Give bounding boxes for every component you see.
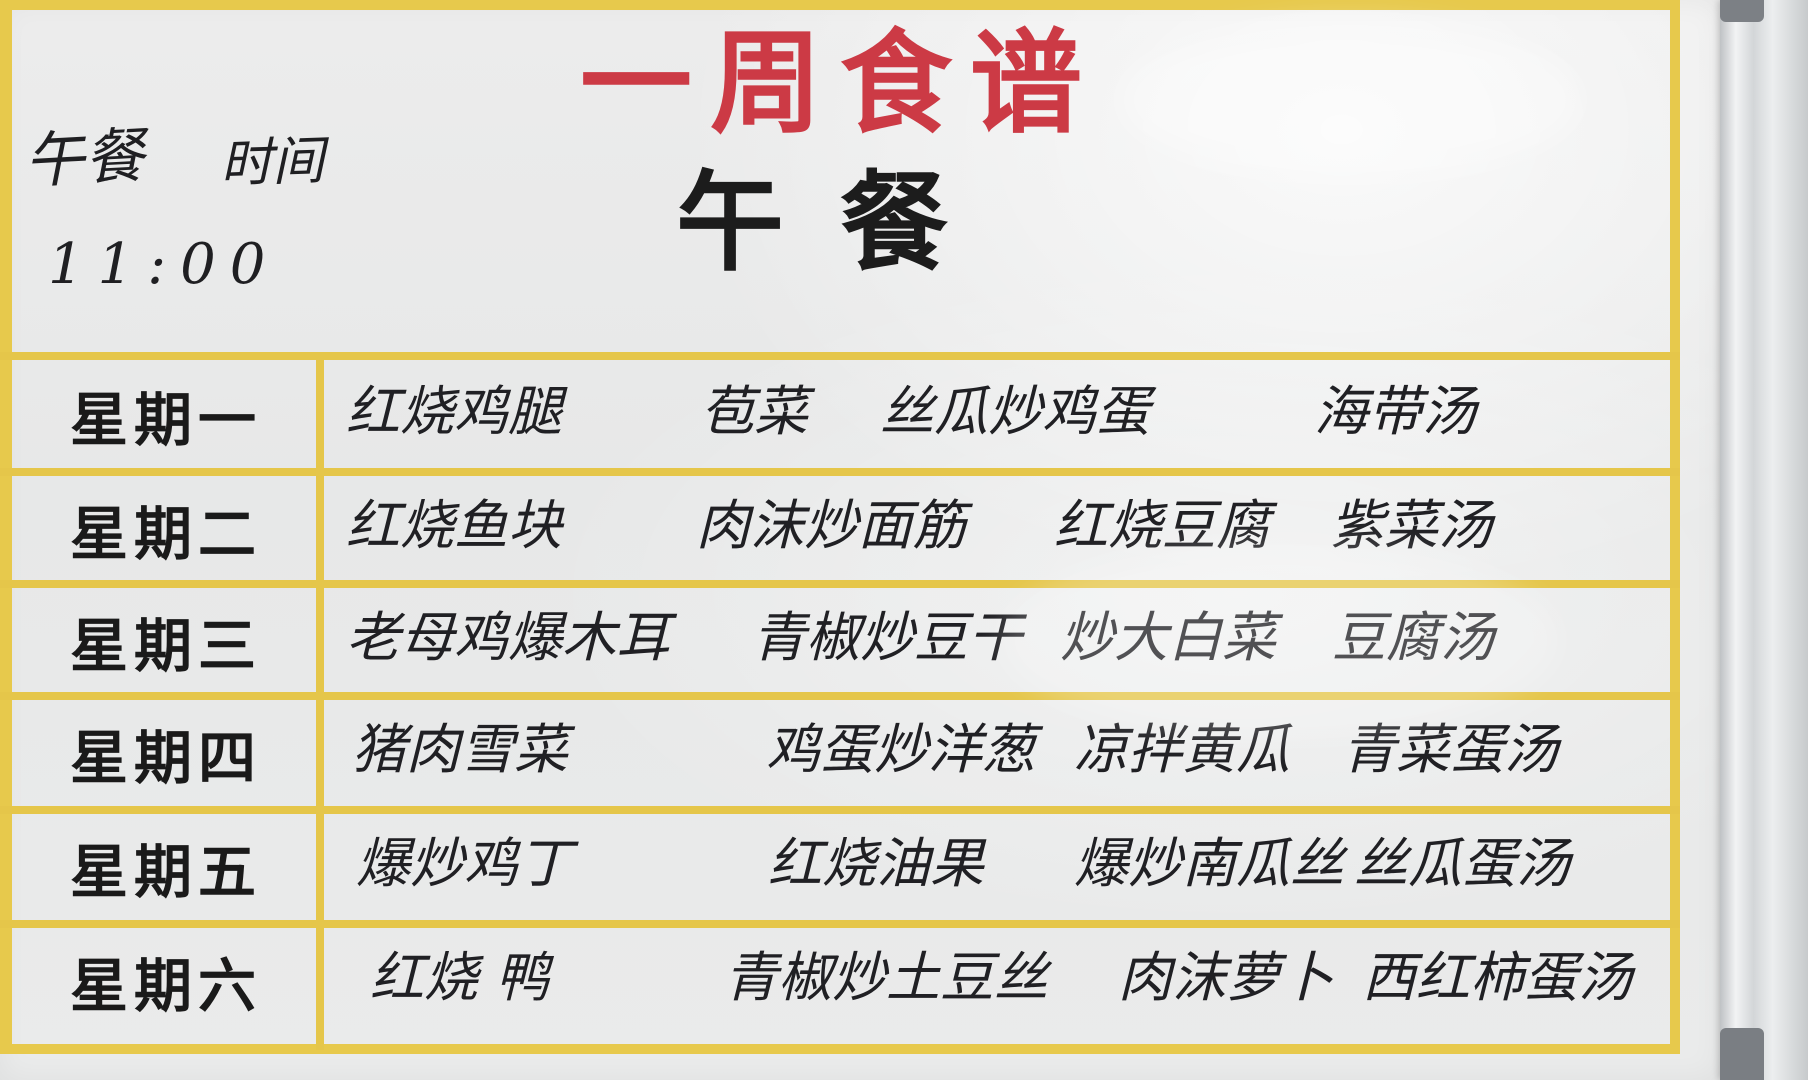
dish-item: 丝瓜炒鸡蛋 [880, 380, 1150, 443]
board-border-top [0, 0, 1680, 10]
dish-item: 猪肉雪菜 [352, 718, 568, 781]
board-border-bottom [0, 1044, 1680, 1054]
dish-item: 凉拌黄瓜 [1074, 718, 1290, 781]
frame-clip-icon [1720, 1028, 1764, 1080]
dish-item: 炒大白菜 [1060, 606, 1276, 669]
page-subtitle: 午餐 [675, 161, 1004, 286]
table-divider [0, 352, 1680, 360]
table-row: 星期五 爆炒鸡丁 红烧油果 爆炒南瓜丝 丝瓜蛋汤 [0, 814, 1680, 920]
handwritten-time-value: 11:00 [48, 232, 280, 297]
dish-item: 肉沫萝卜 [1118, 946, 1334, 1009]
table-row: 星期二 红烧鱼块 肉沫炒面筋 红烧豆腐 紫菜汤 [0, 476, 1680, 582]
dish-item: 肉沫炒面筋 [696, 494, 966, 557]
handwritten-time-label: 时间 [219, 131, 326, 195]
table-row: 星期六 红烧 鸭 青椒炒土豆丝 肉沫萝卜 西红柿蛋汤 [0, 928, 1680, 1034]
table-row: 星期一 红烧鸡腿 苞菜 丝瓜炒鸡蛋 海带汤 [0, 362, 1680, 468]
dish-item: 爆炒南瓜丝 [1074, 832, 1344, 895]
dish-item: 紫菜汤 [1330, 494, 1492, 557]
table-divider [0, 692, 1680, 700]
day-label: 星期四 [69, 724, 262, 792]
table-divider [0, 806, 1680, 814]
dish-item: 豆腐汤 [1332, 606, 1494, 669]
whiteboard: 一周食谱 午餐 午餐 时间 11:00 星期一 红烧鸡腿 苞菜 丝瓜炒鸡蛋 海带… [0, 0, 1720, 1080]
dish-item: 红烧鸡腿 [346, 380, 562, 443]
dish-item: 老母鸡爆木耳 [346, 606, 670, 669]
page-title: 一周食谱 [580, 19, 1100, 149]
dish-item: 爆炒鸡丁 [356, 832, 572, 895]
dish-item: 青椒炒豆干 [752, 606, 1022, 669]
table-divider [0, 920, 1680, 928]
dish-item: 苞菜 [700, 380, 808, 443]
dish-item: 红烧豆腐 [1054, 494, 1270, 557]
board-border-left [0, 0, 12, 1052]
handwritten-meal-label: 午餐 [22, 120, 147, 198]
table-divider [0, 580, 1680, 588]
dish-item: 鸡蛋炒洋葱 [766, 718, 1036, 781]
board-border-right [1670, 0, 1680, 1052]
table-row: 星期三 老母鸡爆木耳 青椒炒豆干 炒大白菜 豆腐汤 [0, 588, 1680, 694]
frame-clip-icon [1720, 0, 1764, 22]
table-column-divider [316, 352, 324, 1050]
day-label: 星期五 [69, 838, 262, 906]
board-header: 一周食谱 午餐 午餐 时间 11:00 [0, 0, 1680, 360]
dish-item: 丝瓜蛋汤 [1354, 832, 1570, 895]
table-divider [0, 468, 1680, 476]
table-row: 星期四 猪肉雪菜 鸡蛋炒洋葱 凉拌黄瓜 青菜蛋汤 [0, 700, 1680, 806]
dish-item: 红烧油果 [768, 832, 984, 895]
day-label: 星期三 [69, 612, 262, 680]
dish-item: 西红柿蛋汤 [1362, 946, 1632, 1009]
dish-item: 红烧鱼块 [346, 494, 562, 557]
dish-item: 红烧 鸭 [370, 946, 550, 1009]
whiteboard-frame [1720, 0, 1808, 1080]
day-label: 星期六 [69, 952, 262, 1020]
dish-item: 青菜蛋汤 [1342, 718, 1558, 781]
dish-item: 青椒炒土豆丝 [724, 946, 1048, 1009]
day-label: 星期二 [69, 500, 262, 568]
dish-item: 海带汤 [1314, 380, 1476, 443]
day-label: 星期一 [69, 386, 262, 454]
